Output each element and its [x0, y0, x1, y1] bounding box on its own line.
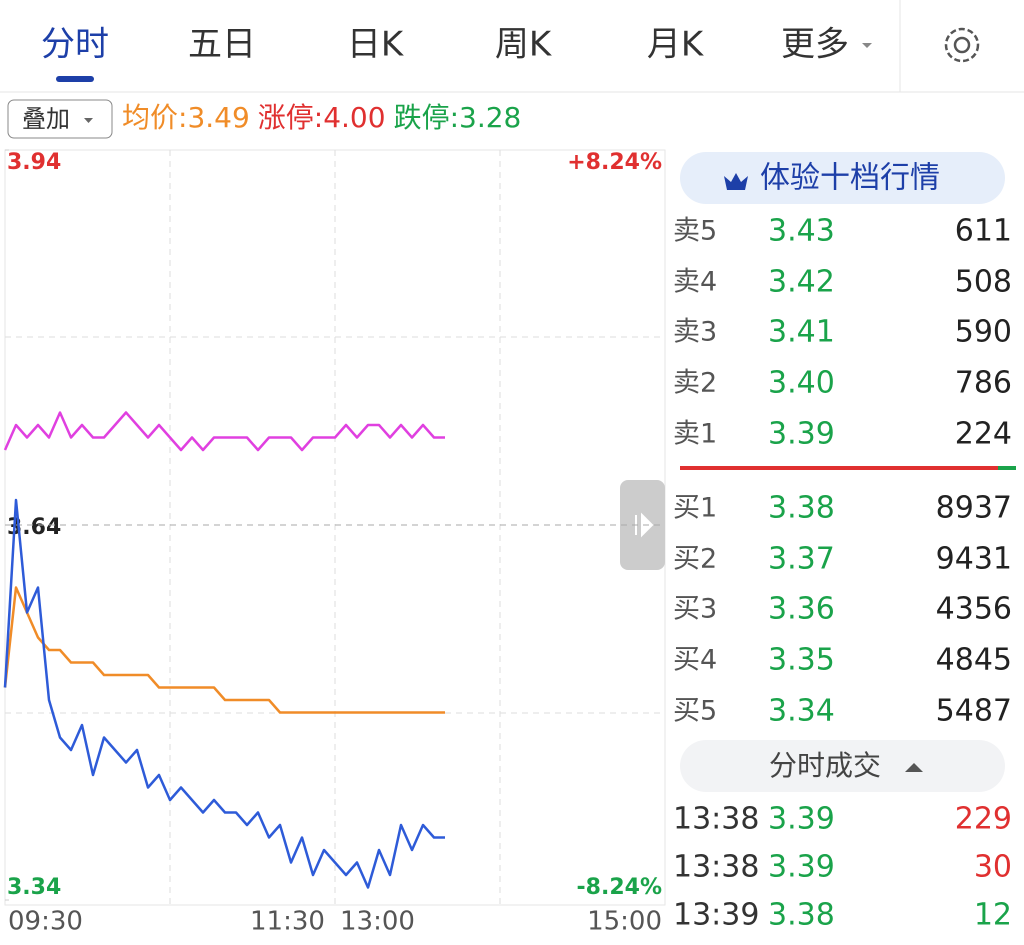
stat: 涨停:4.00 — [258, 101, 386, 134]
book-price: 3.41 — [768, 315, 835, 350]
trade-volume: 229 — [955, 802, 1012, 837]
book-level: 卖5 — [673, 216, 717, 247]
pct-label: +8.24% — [567, 150, 662, 175]
book-price: 3.35 — [768, 643, 835, 678]
trade-volume: 30 — [974, 850, 1012, 885]
book-volume: 786 — [955, 366, 1012, 401]
book-level: 买3 — [673, 594, 717, 625]
book-level: 买1 — [673, 493, 717, 524]
x-tick-label: 13:00 — [340, 907, 415, 937]
series-line — [3, 411, 445, 452]
book-volume: 5487 — [936, 694, 1012, 729]
dropdown-arrow — [862, 43, 872, 48]
stat-label: 涨停: — [258, 101, 323, 134]
pct-label: -8.24% — [577, 875, 662, 900]
stat-value: 3.49 — [187, 101, 249, 134]
book-volume: 9431 — [936, 542, 1012, 577]
y-tick-label: 3.34 — [7, 875, 61, 900]
book-price: 3.43 — [768, 214, 835, 249]
stat: 跌停:3.28 — [394, 101, 522, 134]
book-volume: 224 — [955, 417, 1012, 452]
x-tick-label: 15:00 — [587, 907, 662, 937]
trade-price: 3.39 — [768, 802, 835, 837]
stat-label: 均价: — [122, 101, 187, 134]
overlay-button[interactable] — [7, 99, 113, 139]
book-level: 买4 — [673, 645, 717, 676]
tab[interactable]: 周K — [495, 25, 553, 65]
book-volume: 508 — [955, 265, 1012, 300]
stat-label: 跌停: — [394, 101, 459, 134]
tab[interactable]: 分时 — [41, 25, 109, 65]
ask-bar — [680, 466, 998, 470]
trades-title[interactable]: 分时成交 — [769, 749, 881, 782]
trade-time: 13:39 — [673, 898, 759, 933]
series-line — [3, 586, 445, 714]
stat-value: 4.00 — [323, 101, 385, 134]
tab[interactable]: 更多 — [781, 25, 849, 65]
book-price: 3.40 — [768, 366, 835, 401]
series-line — [3, 498, 445, 889]
trade-time: 13:38 — [673, 850, 759, 885]
upgrade-button[interactable] — [680, 152, 1005, 204]
tab[interactable]: 五日 — [188, 25, 256, 65]
toggle-arrow — [905, 763, 923, 772]
book-price: 3.39 — [768, 417, 835, 452]
trade-volume: 12 — [974, 898, 1012, 933]
book-level: 卖2 — [673, 368, 717, 399]
book-level: 卖3 — [673, 317, 717, 348]
book-volume: 590 — [955, 315, 1012, 350]
upgrade-label[interactable]: 体验十档行情 — [760, 161, 940, 196]
book-price: 3.42 — [768, 265, 835, 300]
book-level: 买2 — [673, 544, 717, 575]
settings-icon[interactable] — [944, 27, 980, 63]
book-level: 买5 — [673, 696, 717, 727]
trade-price: 3.39 — [768, 850, 835, 885]
book-volume: 4845 — [936, 643, 1012, 678]
crown-icon — [724, 173, 748, 190]
overlay-label[interactable]: 叠加 — [22, 105, 70, 133]
book-price: 3.36 — [768, 592, 835, 627]
tab[interactable]: 日K — [347, 25, 405, 65]
book-price: 3.38 — [768, 491, 835, 526]
stat: 均价:3.49 — [122, 101, 250, 134]
y-tick-label: 3.94 — [7, 150, 61, 175]
tab[interactable]: 月K — [647, 25, 705, 65]
trade-time: 13:38 — [673, 802, 759, 837]
book-level: 卖4 — [673, 267, 717, 298]
tab-underline — [56, 76, 94, 82]
book-price: 3.37 — [768, 542, 835, 577]
x-tick-label: 11:30 — [250, 907, 325, 937]
stat-value: 3.28 — [459, 101, 521, 134]
x-tick-label: 09:30 — [8, 907, 83, 937]
trade-price: 3.38 — [768, 898, 835, 933]
bid-bar — [998, 466, 1016, 470]
book-volume: 611 — [955, 214, 1012, 249]
book-price: 3.34 — [768, 694, 835, 729]
book-volume: 8937 — [936, 491, 1012, 526]
book-level: 卖1 — [673, 419, 717, 450]
book-volume: 4356 — [936, 592, 1012, 627]
dropdown-arrow — [84, 118, 93, 123]
grid — [5, 150, 665, 905]
trades-toggle[interactable] — [680, 740, 1005, 792]
